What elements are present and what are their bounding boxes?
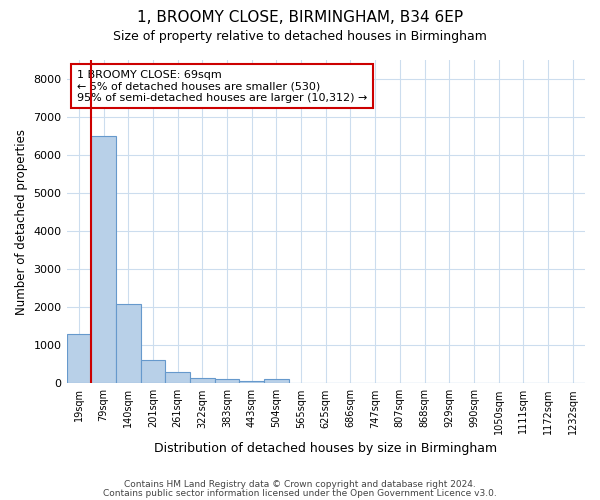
Text: Contains public sector information licensed under the Open Government Licence v3: Contains public sector information licen… — [103, 488, 497, 498]
Y-axis label: Number of detached properties: Number of detached properties — [15, 128, 28, 314]
X-axis label: Distribution of detached houses by size in Birmingham: Distribution of detached houses by size … — [154, 442, 497, 455]
Bar — [165, 372, 190, 384]
Bar — [215, 379, 239, 384]
Text: Contains HM Land Registry data © Crown copyright and database right 2024.: Contains HM Land Registry data © Crown c… — [124, 480, 476, 489]
Text: 1 BROOMY CLOSE: 69sqm
← 5% of detached houses are smaller (530)
95% of semi-deta: 1 BROOMY CLOSE: 69sqm ← 5% of detached h… — [77, 70, 367, 103]
Text: 1, BROOMY CLOSE, BIRMINGHAM, B34 6EP: 1, BROOMY CLOSE, BIRMINGHAM, B34 6EP — [137, 10, 463, 25]
Bar — [190, 378, 215, 384]
Text: Size of property relative to detached houses in Birmingham: Size of property relative to detached ho… — [113, 30, 487, 43]
Bar — [140, 360, 165, 384]
Bar — [91, 136, 116, 384]
Bar — [116, 304, 140, 384]
Bar — [67, 334, 91, 384]
Bar — [264, 379, 289, 384]
Bar — [239, 380, 264, 384]
